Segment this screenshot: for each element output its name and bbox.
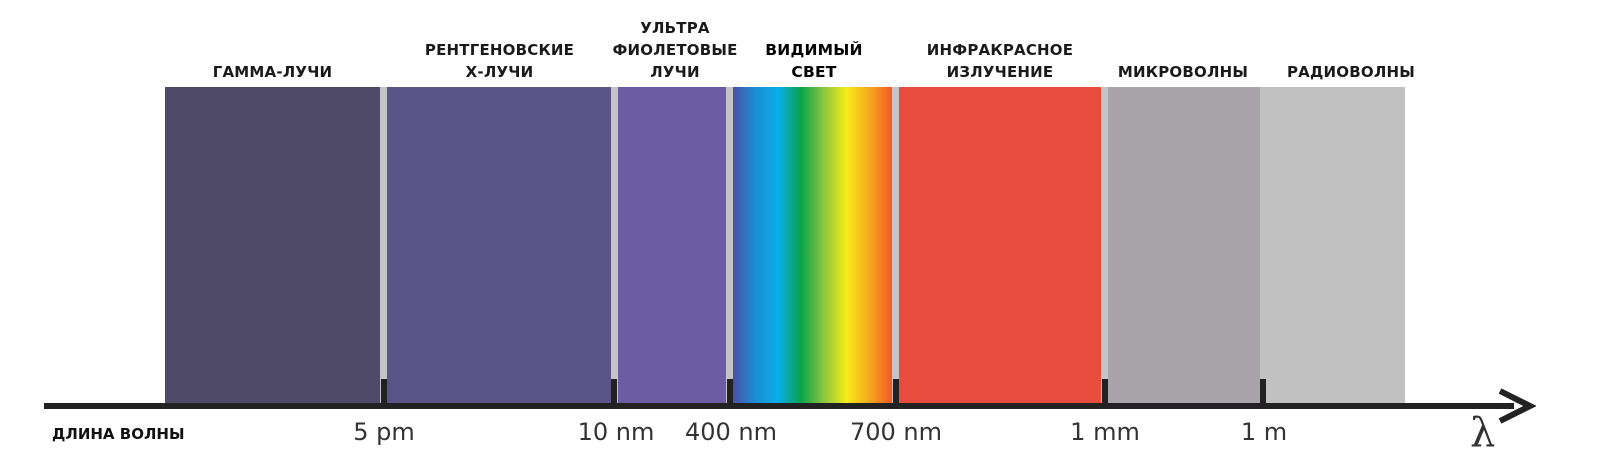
separator <box>380 87 387 405</box>
tick-label-10nm: 10 nm <box>577 418 655 446</box>
band-label-microwave: МИКРОВОЛНЫ <box>1100 8 1266 83</box>
band-xray <box>387 87 611 405</box>
band-visible <box>733 87 892 405</box>
band-label-uv-line-2: ФИОЛЕТОВЫЕ <box>612 41 738 59</box>
band-uv <box>618 87 726 405</box>
axis-tick <box>611 379 617 407</box>
band-label-visible: ВИДИМЫЙ СВЕТ <box>735 8 893 83</box>
tick-label-1mm: 1 mm <box>1070 418 1140 446</box>
axis-line <box>44 403 1514 409</box>
band-radio <box>1260 87 1405 405</box>
separator <box>726 87 733 405</box>
lambda-symbol: λ <box>1470 410 1496 456</box>
band-label-xray-line-1: РЕНТГЕНОВСКИЕ <box>424 41 575 59</box>
axis-tick <box>1260 379 1266 407</box>
separator <box>611 87 618 405</box>
axis-tick <box>727 379 733 407</box>
band-label-radio: РАДИОВОЛНЫ <box>1266 8 1436 83</box>
band-label-uv: УЛЬТРА ФИОЛЕТОВЫЕ ЛУЧИ <box>600 8 750 83</box>
band-label-xray-line-2: Х-ЛУЧИ <box>465 63 534 81</box>
band-label-gamma-line-1: ГАММА-ЛУЧИ <box>212 63 333 81</box>
tick-label-5pm: 5 pm <box>353 418 415 446</box>
band-label-uv-line-1: УЛЬТРА <box>640 19 710 37</box>
band-label-uv-line-3: ЛУЧИ <box>650 63 700 81</box>
tick-label-1m: 1 m <box>1240 418 1288 446</box>
axis-arrowhead-icon <box>1498 388 1536 424</box>
tick-label-700nm: 700 nm <box>849 418 943 446</box>
band-infrared <box>899 87 1101 405</box>
band-label-visible-line-2: СВЕТ <box>791 63 837 81</box>
band-label-microwave-line-1: МИКРОВОЛНЫ <box>1117 63 1249 81</box>
separator <box>1101 87 1108 405</box>
band-label-gamma: ГАММА-ЛУЧИ <box>165 8 380 83</box>
band-label-infrared: ИНФРАКРАСНОЕ ИЗЛУЧЕНИЕ <box>900 8 1100 83</box>
band-label-infrared-line-2: ИЗЛУЧЕНИЕ <box>946 63 1054 81</box>
separator <box>892 87 899 405</box>
band-label-xray: РЕНТГЕНОВСКИЕ Х-ЛУЧИ <box>388 8 611 83</box>
tick-label-400nm: 400 nm <box>684 418 778 446</box>
axis-tick <box>381 379 387 407</box>
band-label-visible-line-1: ВИДИМЫЙ <box>765 41 863 59</box>
axis-title: ДЛИНА ВОЛНЫ <box>52 425 185 443</box>
band-gamma <box>165 87 380 405</box>
axis-tick <box>893 379 899 407</box>
band-label-radio-line-1: РАДИОВОЛНЫ <box>1286 63 1415 81</box>
band-label-infrared-line-1: ИНФРАКРАСНОЕ <box>926 41 1074 59</box>
axis-tick <box>1102 379 1108 407</box>
band-microwave <box>1108 87 1260 405</box>
